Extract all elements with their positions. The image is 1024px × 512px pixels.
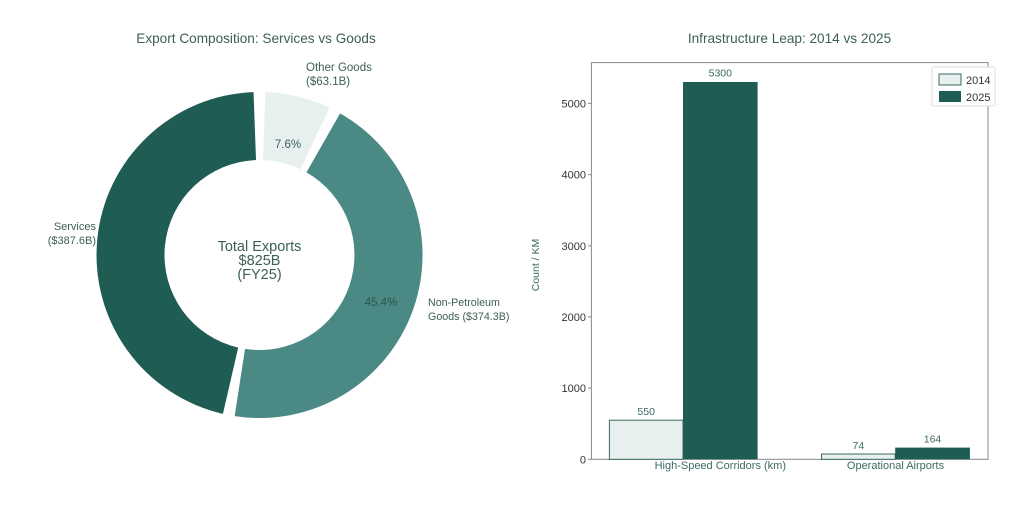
svg-text:2000: 2000 [562,312,586,324]
svg-text:3000: 3000 [562,241,586,253]
svg-text:2014: 2014 [966,75,990,87]
svg-text:Goods ($374.3B): Goods ($374.3B) [428,311,509,323]
svg-text:Count / KM: Count / KM [530,239,542,292]
svg-text:550: 550 [637,406,655,418]
svg-text:5000: 5000 [562,98,586,110]
svg-text:Non-Petroleum: Non-Petroleum [428,297,500,309]
svg-text:2025: 2025 [966,92,990,104]
svg-text:74: 74 [853,440,865,452]
svg-text:($63.1B): ($63.1B) [306,76,350,88]
svg-text:(FY25): (FY25) [237,267,281,283]
svg-text:Operational Airports: Operational Airports [847,460,945,472]
svg-text:High-Speed Corridors (km): High-Speed Corridors (km) [655,460,786,472]
svg-text:1000: 1000 [562,383,586,395]
svg-text:Services: Services [54,221,97,233]
svg-text:4000: 4000 [562,170,586,182]
svg-text:7.6%: 7.6% [275,139,301,151]
svg-text:($387.6B): ($387.6B) [48,235,96,247]
svg-text:164: 164 [924,434,942,446]
svg-text:0: 0 [580,454,586,466]
svg-text:5300: 5300 [709,68,733,80]
svg-text:Other Goods: Other Goods [306,62,372,74]
svg-text:45.4%: 45.4% [365,297,398,309]
